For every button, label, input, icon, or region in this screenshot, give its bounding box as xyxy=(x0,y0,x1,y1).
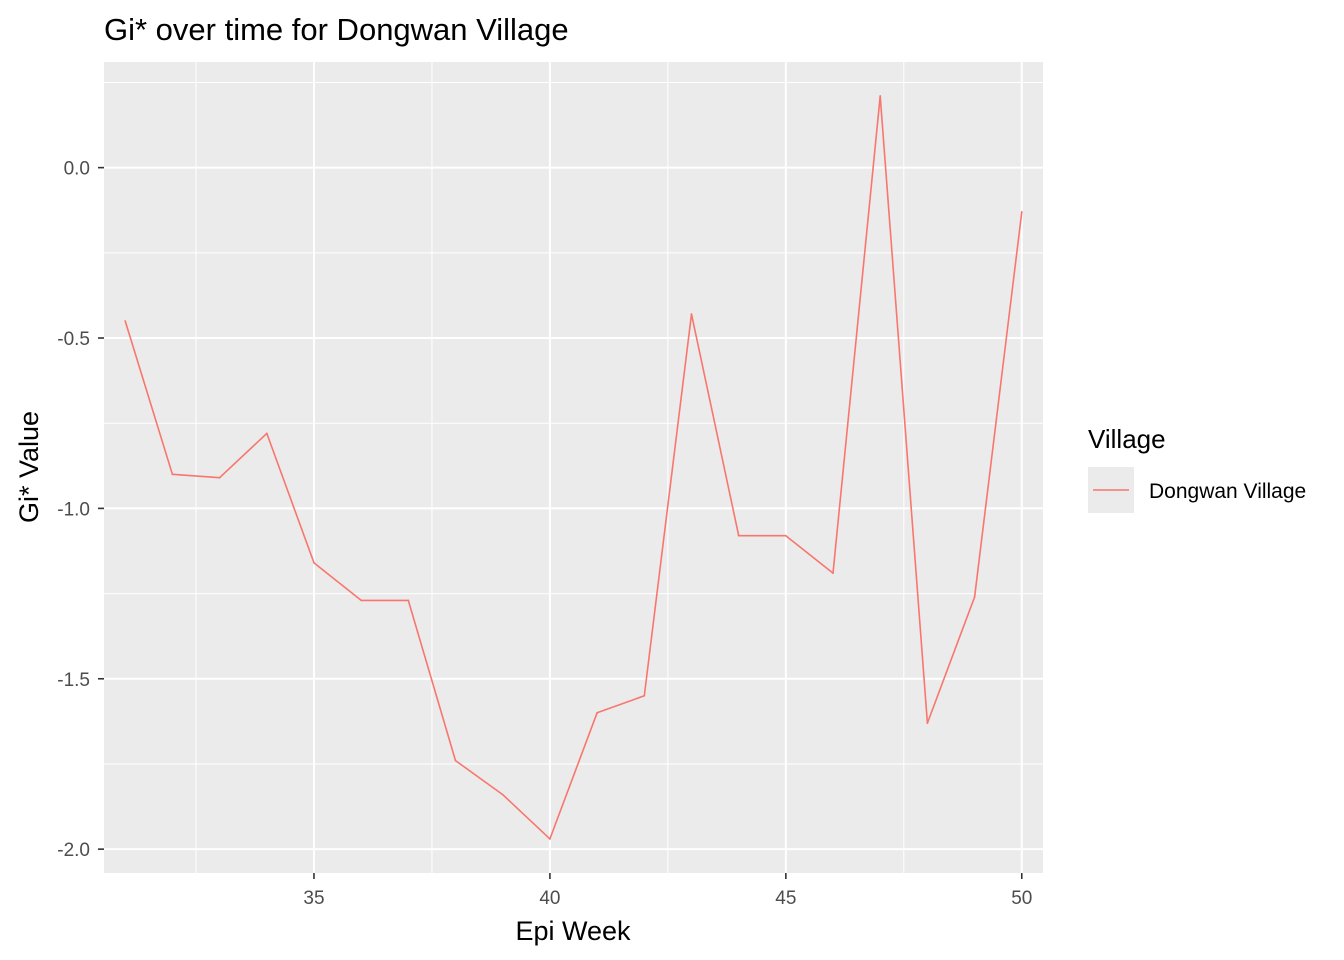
data-point xyxy=(454,759,457,762)
series-layer xyxy=(124,95,1023,840)
minor-gridlines xyxy=(104,62,1043,873)
data-point xyxy=(218,476,221,479)
x-tick-label: 45 xyxy=(775,888,796,909)
data-point xyxy=(737,534,740,537)
x-tick-label: 35 xyxy=(303,888,324,909)
data-point xyxy=(360,599,363,602)
data-point xyxy=(596,711,598,714)
data-point xyxy=(124,320,127,322)
data-point xyxy=(879,95,882,97)
data-point xyxy=(832,572,834,575)
legend: Village Dongwan Village xyxy=(1088,424,1306,513)
data-point xyxy=(926,722,929,724)
legend-title: Village xyxy=(1088,424,1166,454)
data-point xyxy=(407,599,410,602)
data-point xyxy=(1020,211,1023,213)
x-tick-label: 40 xyxy=(539,888,560,909)
x-axis-title: Epi Week xyxy=(515,916,631,946)
y-axis-title: Gi* Value xyxy=(14,411,44,523)
y-tick-label: -0.5 xyxy=(57,329,90,350)
y-tick-label: -1.5 xyxy=(57,670,90,691)
data-point xyxy=(501,793,504,796)
x-tick-label: 50 xyxy=(1011,888,1032,909)
major-gridlines xyxy=(104,62,1043,873)
plot-panel xyxy=(104,62,1043,873)
data-point xyxy=(973,596,976,598)
data-point xyxy=(643,694,646,697)
legend-entry-label: Dongwan Village xyxy=(1149,480,1306,503)
y-tick-label: 0.0 xyxy=(64,159,90,180)
x-axis: 35 40 45 50 xyxy=(303,873,1032,909)
data-point xyxy=(313,562,315,564)
chart-title: Gi* over time for Dongwan Village xyxy=(104,12,569,47)
series-line-dongwan-village xyxy=(124,95,1023,840)
y-axis: -2.0 -1.5 -1.0 -0.5 0.0 xyxy=(57,159,104,861)
data-point xyxy=(784,534,787,537)
y-tick-label: -2.0 xyxy=(57,840,90,861)
data-point xyxy=(690,313,693,316)
data-point xyxy=(265,432,268,435)
data-point xyxy=(549,838,551,840)
data-point xyxy=(171,473,174,476)
y-tick-label: -1.0 xyxy=(57,499,90,520)
